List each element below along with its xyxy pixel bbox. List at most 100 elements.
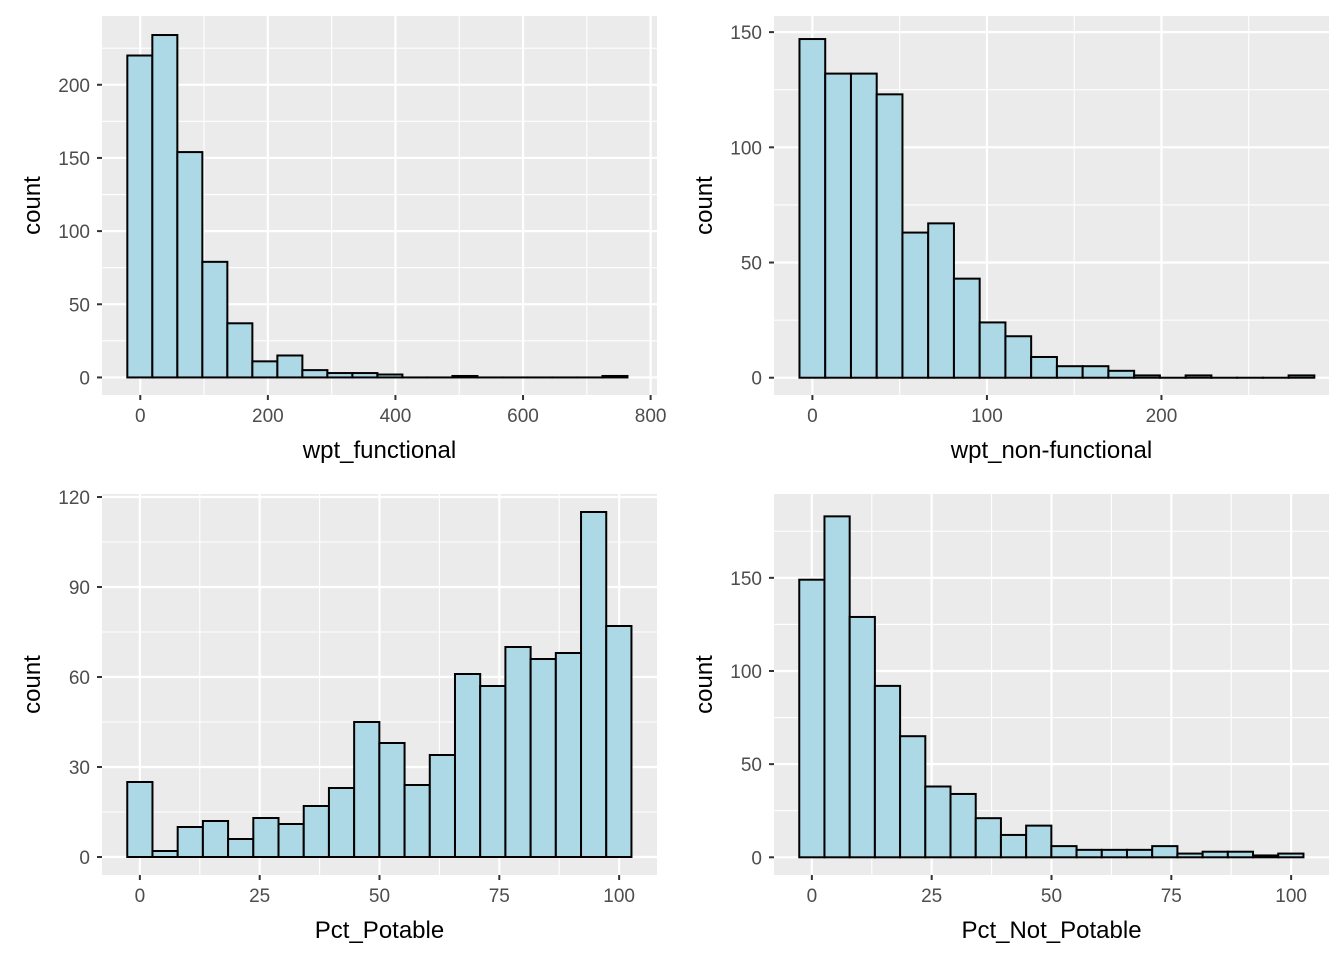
x-tick-label: 100 xyxy=(1275,886,1307,907)
x-tick-label: 800 xyxy=(635,406,667,427)
histogram-bar xyxy=(126,54,154,379)
y-tick-label: 100 xyxy=(730,662,762,683)
x-tick-label: 0 xyxy=(135,886,146,907)
histogram-bar xyxy=(1004,335,1033,379)
x-tick-label: 25 xyxy=(249,886,270,907)
histogram-bar xyxy=(1176,852,1204,859)
histogram-bar xyxy=(277,823,305,858)
histogram-bar xyxy=(580,511,608,858)
x-tick-label: 0 xyxy=(135,406,146,427)
histogram-bar xyxy=(605,625,633,858)
histogram-bar xyxy=(1287,374,1316,379)
histogram-bar xyxy=(974,817,1002,859)
histogram-bar xyxy=(126,781,154,858)
histogram-panel-1: 0 50 100 150 200 0 200 400 600 800 wpt_functional c… xyxy=(19,16,666,464)
histogram-bar xyxy=(252,817,280,858)
histogram-bar xyxy=(327,787,356,858)
histogram-panel-4: 0 50 100 150 0 25 50 75 100 Pct_Not_Potable count xyxy=(691,494,1329,944)
x-tick-label: 100 xyxy=(603,886,635,907)
histogram-bar xyxy=(949,792,977,859)
histogram-bar xyxy=(798,38,827,379)
x-axis-label: wpt_non-functional xyxy=(950,437,1152,464)
histogram-bar xyxy=(1184,374,1213,379)
y-tick-label: 90 xyxy=(69,578,90,599)
histogram-bar xyxy=(1075,848,1103,859)
x-tick-label: 200 xyxy=(1146,406,1178,427)
y-tick-label: 0 xyxy=(751,369,762,390)
y-axis-label: count xyxy=(691,176,718,235)
x-tick-label: 200 xyxy=(252,406,284,427)
histogram-bar xyxy=(226,322,254,379)
histogram-bar xyxy=(924,785,952,859)
histogram-bar xyxy=(1226,850,1255,859)
histogram-panel-2: 0 50 100 150 0 100 200 wpt_non-functional count xyxy=(691,16,1329,464)
histogram-bar xyxy=(978,321,1007,379)
y-axis-label: count xyxy=(19,655,46,714)
histogram-bar xyxy=(1107,369,1136,379)
x-tick-label: 0 xyxy=(807,406,818,427)
histogram-bar xyxy=(1030,355,1058,379)
histogram-bar xyxy=(1081,365,1110,379)
histogram-bar xyxy=(276,354,304,379)
histogram-bar xyxy=(873,684,902,859)
histogram-bar xyxy=(353,721,381,858)
histogram-bar xyxy=(1151,845,1179,859)
y-tick-label: 200 xyxy=(58,76,90,97)
y-tick-label: 30 xyxy=(69,758,90,779)
histogram-bar xyxy=(529,658,557,858)
histogram-bar xyxy=(1133,374,1161,379)
histogram-bar xyxy=(302,805,330,858)
histogram-bar xyxy=(927,222,955,379)
histogram-bar xyxy=(554,652,583,858)
histogram-bar xyxy=(1201,850,1229,859)
histogram-panel-3: 0 30 60 90 120 0 25 50 75 100 Pct_Potable count xyxy=(19,488,657,944)
histogram-bar xyxy=(1050,845,1078,859)
y-tick-label: 150 xyxy=(730,569,762,590)
histogram-bar xyxy=(848,615,876,859)
y-tick-label: 50 xyxy=(69,295,90,316)
x-axis-label: wpt_functional xyxy=(302,437,456,464)
histogram-bar xyxy=(151,34,179,379)
x-tick-label: 400 xyxy=(380,406,412,427)
x-tick-label: 50 xyxy=(369,886,390,907)
histogram-bar xyxy=(901,231,930,379)
histogram-bar xyxy=(1277,852,1305,859)
histogram-bar xyxy=(151,850,179,858)
y-tick-label: 100 xyxy=(730,138,762,159)
histogram-bar xyxy=(251,360,279,379)
histogram-bar xyxy=(601,374,629,379)
histogram-bar xyxy=(428,754,456,858)
histogram-bar xyxy=(453,673,482,858)
histogram-bar xyxy=(326,372,354,379)
x-tick-label: 25 xyxy=(921,886,942,907)
histogram-bar xyxy=(798,578,826,859)
histogram-bar xyxy=(1100,848,1128,859)
histogram-bar xyxy=(875,93,904,379)
histogram-bar xyxy=(1125,848,1154,859)
histogram-bar xyxy=(403,784,431,858)
histogram-bar xyxy=(451,374,479,379)
histogram-bar xyxy=(952,277,981,379)
y-tick-label: 150 xyxy=(730,23,762,44)
histogram-bar xyxy=(227,838,255,858)
histogram-bar xyxy=(351,372,379,379)
histogram-bar xyxy=(378,742,406,858)
histogram-bar xyxy=(376,373,404,379)
y-tick-label: 0 xyxy=(79,368,90,389)
histogram-bar xyxy=(1252,854,1280,859)
y-tick-label: 50 xyxy=(741,254,762,275)
x-tick-label: 0 xyxy=(807,886,818,907)
histogram-bar xyxy=(849,72,878,379)
y-axis-label: count xyxy=(19,176,46,235)
x-tick-label: 50 xyxy=(1041,886,1062,907)
y-tick-label: 120 xyxy=(58,488,90,509)
histogram-bar xyxy=(999,833,1028,859)
histogram-bar xyxy=(479,685,507,858)
histogram-bar xyxy=(176,151,204,379)
x-tick-label: 75 xyxy=(1161,886,1182,907)
histogram-bar xyxy=(201,820,230,858)
x-tick-label: 100 xyxy=(971,406,1003,427)
x-tick-label: 75 xyxy=(489,886,510,907)
y-tick-label: 100 xyxy=(58,222,90,243)
histogram-bar xyxy=(899,735,927,859)
